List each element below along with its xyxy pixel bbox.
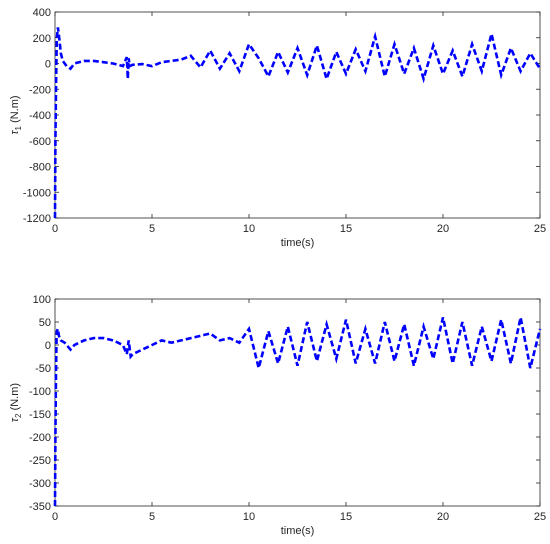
y-tick-label: -150 (29, 409, 51, 421)
series-line-0 (53, 27, 542, 219)
y-tick-label: 0 (45, 59, 51, 71)
y-tick-label: -400 (29, 110, 51, 122)
y-tick-label: -100 (29, 386, 51, 398)
series-line-0 (53, 317, 542, 507)
x-axis-label: time(s) (281, 525, 315, 537)
y-axis-label: τ1 (N.m) (9, 95, 23, 134)
chart-panel-tau2: 0 5 10 15 20 25 100 50 0 -50 -100 -150 -200 -250 -300 -… (9, 294, 546, 537)
x-tick-label: 0 (52, 511, 58, 523)
y-tick-label: -600 (29, 136, 51, 148)
y-tick-label: 200 (33, 33, 51, 45)
y-tick-label: -350 (29, 501, 51, 513)
x-tick-label: 5 (149, 223, 155, 235)
x-tick-label: 15 (340, 511, 352, 523)
y-axis-subscript: 2 (14, 413, 23, 418)
y-tick-label: 100 (33, 294, 51, 306)
x-tick-label: 25 (534, 511, 546, 523)
x-axis-label: time(s) (281, 237, 315, 249)
y-tick-label: -200 (29, 432, 51, 444)
y-axis-subscript: 1 (14, 125, 23, 130)
chart-panel-tau1: 0 5 10 15 20 25 400 200 0 -200 -400 -600 -800 -1000 -1… (9, 7, 546, 249)
x-tick-label: 20 (437, 511, 449, 523)
y-axis-label: τ2 (N.m) (9, 383, 23, 422)
plot-frame (54, 298, 541, 507)
y-tick-label: -250 (29, 455, 51, 467)
y-tick-label: -200 (29, 84, 51, 96)
x-tick-label: 0 (52, 223, 58, 235)
y-axis-unit: (N.m) (9, 383, 21, 414)
x-tick-label: 10 (243, 223, 255, 235)
x-tick-label: 15 (340, 223, 352, 235)
y-tick-label: -1200 (23, 213, 51, 225)
x-tick-label: 10 (243, 511, 255, 523)
y-tick-label: -300 (29, 478, 51, 490)
y-tick-label: -800 (29, 162, 51, 174)
y-axis-unit: (N.m) (9, 95, 21, 126)
y-tick-label: 0 (45, 340, 51, 352)
x-tick-label: 20 (437, 223, 449, 235)
plot-frame (54, 11, 541, 219)
y-tick-label: -1000 (23, 187, 51, 199)
y-tick-label: 400 (33, 7, 51, 19)
y-axis-symbol: τ (9, 130, 21, 135)
x-tick-label: 5 (149, 511, 155, 523)
y-axis-symbol: τ (9, 417, 21, 422)
y-tick-label: 50 (39, 317, 51, 329)
x-tick-label: 25 (534, 223, 546, 235)
y-tick-label: -50 (35, 363, 51, 375)
